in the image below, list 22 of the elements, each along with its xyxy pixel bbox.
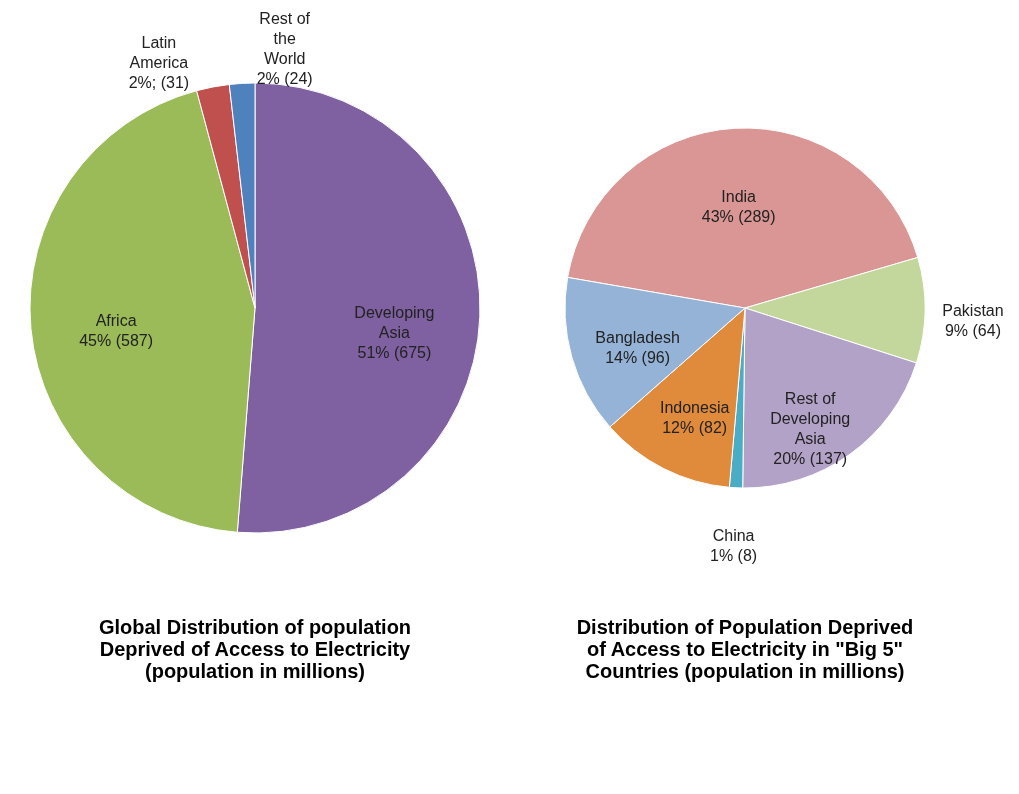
slice-label: Indonesia: [659, 398, 730, 416]
slice-label: Rest of Developing Asia: [770, 389, 851, 447]
data-label: 1% (8): [710, 546, 758, 564]
data-label: 14% (96): [605, 349, 671, 367]
slice-label: Bangladesh: [595, 329, 680, 347]
slice-label: Developing Asia: [354, 304, 435, 342]
data-label: 2%; (31): [128, 73, 190, 91]
text: Distribution of Population Deprived of Access to Electricity in "Big 5" Countries (population in millions): [576, 616, 914, 682]
slice-label: Latin America: [129, 33, 189, 71]
data-label: 45% (587): [79, 331, 153, 349]
slice-label: Africa: [95, 311, 137, 329]
slice-label: Rest of the World: [259, 9, 311, 67]
data-label: 43% (289): [701, 207, 776, 225]
slice-label: Pakistan: [942, 301, 1004, 319]
data-label: 12% (82): [662, 418, 728, 436]
data-label: 2% (24): [256, 69, 313, 87]
text: Global Distribution of population Deprived of Access to Electricity (population in millions): [98, 616, 412, 682]
data-label: 20% (137): [773, 449, 848, 467]
slice-label: India: [721, 187, 757, 205]
data-label: 51% (675): [357, 344, 432, 362]
slice-label: China: [712, 526, 755, 544]
data-label: 9% (64): [944, 321, 1001, 339]
